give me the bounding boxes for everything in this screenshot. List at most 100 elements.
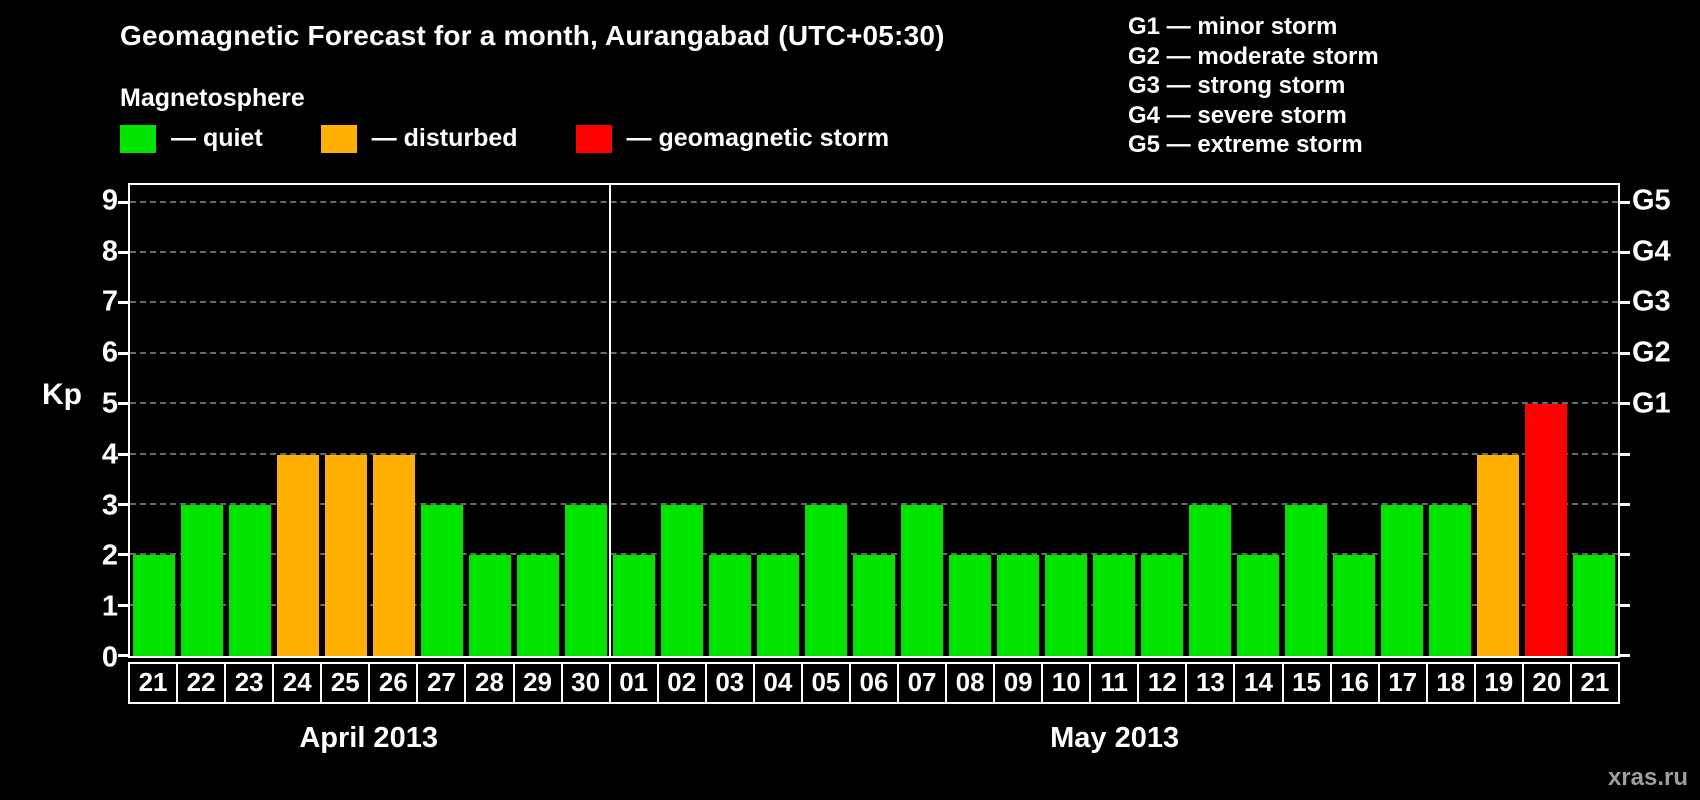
axis-tick-kp-6 [1620, 351, 1630, 355]
y-tick-label-1: 1 [101, 590, 118, 623]
kp-bar-may-08 [949, 555, 991, 656]
kp-bar-may-20 [1525, 404, 1567, 656]
axis-tick-kp-9 [1620, 200, 1630, 204]
date-cell-may-01: 01 [608, 662, 659, 704]
y-tick-label-9: 9 [101, 184, 118, 217]
date-cell-may-11: 11 [1089, 662, 1140, 704]
date-cell-april-25: 25 [320, 662, 371, 704]
date-cell-april-22: 22 [176, 662, 227, 704]
gridline-kp-8 [130, 251, 1618, 254]
y-tick-label-5: 5 [101, 387, 118, 420]
date-cell-may-10: 10 [1041, 662, 1092, 704]
date-cell-may-05: 05 [800, 662, 851, 704]
axis-tick-kp-8 [118, 251, 128, 255]
y-axis: 0 1 2 3 4 5 6 7 8 9 [40, 183, 118, 672]
date-cell-may-15: 15 [1281, 662, 1332, 704]
date-cell-may-07: 07 [897, 662, 948, 704]
date-cell-april-28: 28 [464, 662, 515, 704]
kp-bar-april-28 [469, 555, 511, 656]
date-cell-may-14: 14 [1233, 662, 1284, 704]
month-labels: April 2013 May 2013 [128, 722, 1620, 762]
g-tick-label-g1: G1 [1632, 387, 1671, 420]
date-cell-may-06: 06 [848, 662, 899, 704]
kp-bar-may-04 [757, 555, 799, 656]
g-axis: G1 G2 G3 G4 G5 [1632, 183, 1698, 658]
date-cell-may-02: 02 [656, 662, 707, 704]
date-cell-april-23: 23 [224, 662, 275, 704]
y-tick-label-3: 3 [101, 489, 118, 522]
date-cell-may-13: 13 [1185, 662, 1236, 704]
y-axis-label: Kp [42, 378, 82, 411]
axis-tick-kp-5 [1620, 402, 1630, 406]
g-tick-label-g5: G5 [1632, 184, 1671, 217]
kp-bar-may-06 [853, 555, 895, 656]
legend-label-quiet: — quiet [171, 124, 263, 152]
axis-tick-kp-7 [1620, 301, 1630, 305]
g-tick-label-g2: G2 [1632, 336, 1671, 369]
kp-bar-may-13 [1189, 504, 1231, 656]
date-cell-may-04: 04 [752, 662, 803, 704]
axis-tick-kp-8 [1620, 251, 1630, 255]
month-label-may: May 2013 [1050, 722, 1180, 754]
axis-tick-kp-4 [1620, 452, 1630, 456]
watermark: xras.ru [1607, 764, 1688, 791]
legend-swatch-storm [575, 124, 612, 153]
date-cell-may-12: 12 [1137, 662, 1188, 704]
date-cell-may-18: 18 [1425, 662, 1476, 704]
kp-bar-may-12 [1141, 555, 1183, 656]
month-separator [609, 185, 611, 656]
kp-bar-may-07 [901, 504, 943, 656]
y-tick-label-0: 0 [101, 641, 118, 674]
axis-tick-kp-5 [118, 402, 128, 406]
date-cell-may-08: 08 [945, 662, 996, 704]
date-cell-may-16: 16 [1329, 662, 1380, 704]
g-scale-line-3: G3 — strong storm [1128, 72, 1346, 99]
gridline-kp-6 [130, 351, 1618, 354]
g-scale-line-5: G5 — extreme storm [1128, 131, 1363, 158]
kp-bar-april-24 [277, 454, 319, 656]
axis-tick-kp-4 [118, 452, 128, 456]
kp-bar-april-30 [565, 504, 607, 656]
gridline-kp-3 [130, 502, 1618, 505]
kp-bar-april-26 [373, 454, 415, 656]
gridline-kp-5 [130, 402, 1618, 405]
axis-tick-kp-9 [118, 200, 128, 204]
axis-tick-kp-1 [118, 603, 128, 607]
axis-tick-kp-2 [118, 553, 128, 557]
axis-tick-kp-0 [118, 654, 128, 657]
legend-label-storm: — geomagnetic storm [626, 124, 890, 152]
date-cell-may-21: 21 [1569, 662, 1620, 704]
gridline-kp-9 [130, 200, 1618, 203]
kp-bar-may-09 [997, 555, 1039, 656]
month-label-april: April 2013 [299, 722, 438, 754]
legend-swatch-quiet [120, 124, 156, 153]
g-scale-legend: G1 — minor storm G2 — moderate storm G3 — … [1128, 12, 1379, 160]
axis-tick-kp-3 [118, 502, 128, 506]
kp-bar-may-05 [805, 504, 847, 656]
kp-bar-april-21 [133, 555, 175, 656]
date-cell-april-21: 21 [128, 662, 179, 704]
kp-bar-april-23 [229, 504, 271, 656]
date-cell-april-30: 30 [560, 662, 611, 704]
date-cell-april-27: 27 [416, 662, 467, 704]
legend-items: — quiet — disturbed — geomagnetic storm [120, 124, 889, 153]
kp-bar-april-29 [517, 555, 559, 656]
kp-bar-may-11 [1093, 555, 1135, 656]
kp-bar-may-17 [1381, 504, 1423, 656]
axis-tick-kp-3 [1620, 502, 1630, 506]
kp-bar-may-10 [1045, 555, 1087, 656]
g-scale-line-2: G2 — moderate storm [1128, 42, 1379, 70]
date-cell-may-20: 20 [1521, 662, 1572, 704]
g-scale-line-1: G1 — minor storm [1128, 13, 1338, 40]
axis-tick-kp-6 [118, 351, 128, 355]
date-cell-april-29: 29 [512, 662, 563, 704]
legend-label-disturbed: — disturbed [371, 124, 518, 152]
kp-bar-may-03 [709, 555, 751, 656]
date-axis: 21 22 23 24 25 26 27 28 29 30 01 02 03 04 05 06 07 08 09 10… [128, 662, 1620, 704]
legend-item-storm: — geomagnetic storm [575, 124, 890, 153]
date-cell-may-17: 17 [1377, 662, 1428, 704]
axis-tick-kp-7 [118, 301, 128, 305]
kp-bar-april-22 [181, 504, 223, 656]
y-tick-label-8: 8 [101, 235, 118, 268]
